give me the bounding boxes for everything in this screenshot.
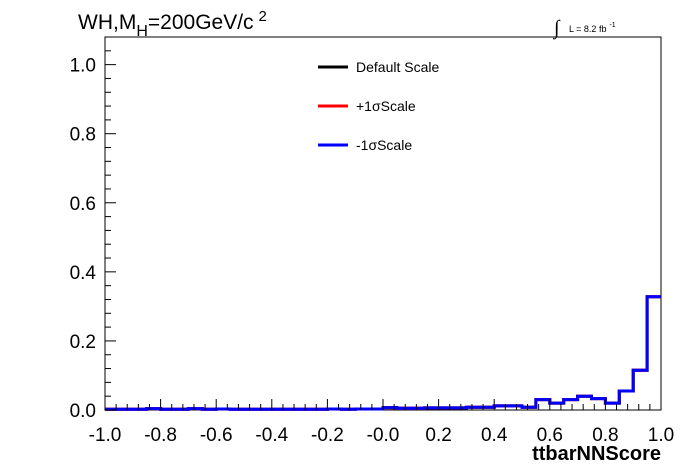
- lumi-label: L = 8.2 fb -1: [569, 22, 616, 34]
- y-tick-label: 1.0: [70, 56, 96, 77]
- axis-ticks: [104, 36, 662, 411]
- x-tick-label: -0.0: [367, 425, 400, 446]
- x-tick-label: -0.2: [311, 425, 344, 446]
- series-minus1sigma-scale: [105, 295, 661, 411]
- legend: Default Scale +1σScale -1σScale: [318, 59, 439, 153]
- y-tick-label: 0.0: [70, 401, 96, 422]
- series-layer: [105, 295, 661, 411]
- x-tick-label: 0.4: [481, 425, 508, 446]
- legend-label-default: Default Scale: [356, 59, 439, 75]
- y-tick-label: 0.8: [70, 125, 96, 146]
- x-tick-label: -0.6: [200, 425, 233, 446]
- y-tick-label: 0.2: [70, 332, 96, 353]
- chart-title: WH,MH=200GeV/c 2: [78, 8, 267, 40]
- x-axis-label: ttbarNNScore: [532, 443, 661, 465]
- y-tick-label: 0.6: [70, 194, 96, 215]
- title-subscript: H: [136, 23, 148, 40]
- x-tick-labels: -1.0 -0.8 -0.6 -0.4 -0.2 -0.0 0.2 0.4 0.6 0.8 1.0: [89, 425, 675, 446]
- lumi-text: L = 8.2 fb: [569, 24, 606, 34]
- y-tick-label: 0.4: [70, 263, 97, 284]
- x-tick-label: -0.4: [255, 425, 288, 446]
- x-tick-label: 0.2: [425, 425, 451, 446]
- x-tick-label: -1.0: [89, 425, 122, 446]
- title-superscript: 2: [259, 8, 267, 25]
- legend-label-minus1sigma: -1σScale: [356, 137, 412, 153]
- title-main: WH,M: [78, 11, 136, 34]
- frame: [104, 36, 662, 411]
- x-tick-label: 0.6: [537, 425, 563, 446]
- y-tick-labels: 0.0 0.2 0.4 0.6 0.8 1.0: [70, 56, 97, 422]
- title-rest: =200GeV/c: [148, 11, 254, 34]
- lumi-superscript: -1: [609, 22, 615, 29]
- legend-label-plus1sigma: +1σScale: [356, 98, 416, 114]
- lumi-integral-sign: ∫: [552, 17, 561, 40]
- x-tick-label: -0.8: [144, 425, 177, 446]
- x-tick-label: 0.8: [592, 425, 618, 446]
- x-tick-label: 1.0: [648, 425, 674, 446]
